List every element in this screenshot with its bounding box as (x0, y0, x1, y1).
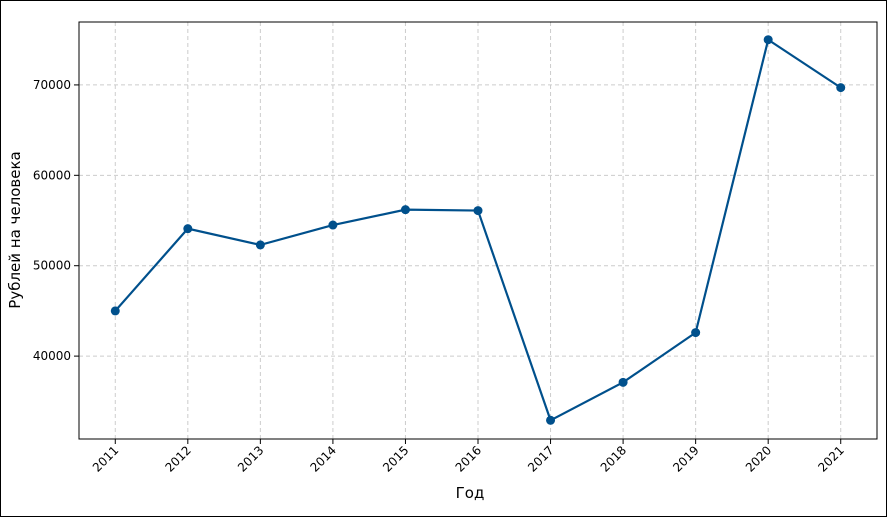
marker (836, 83, 846, 93)
marker (691, 328, 701, 338)
marker (110, 306, 120, 316)
marker (618, 377, 628, 387)
y-axis-label: Рублей на человека (6, 151, 24, 308)
y-tick-label: 60000 (33, 168, 71, 182)
marker (328, 220, 338, 230)
plot-frame (78, 21, 878, 440)
marker (546, 415, 556, 425)
marker (763, 35, 773, 45)
marker (183, 224, 193, 234)
marker (400, 205, 410, 215)
y-tick-label: 70000 (33, 78, 71, 92)
y-tick-label: 50000 (33, 259, 71, 273)
marker (255, 240, 265, 250)
y-tick-label: 40000 (33, 349, 71, 363)
x-axis-label: Год (456, 484, 485, 502)
marker (473, 206, 483, 216)
